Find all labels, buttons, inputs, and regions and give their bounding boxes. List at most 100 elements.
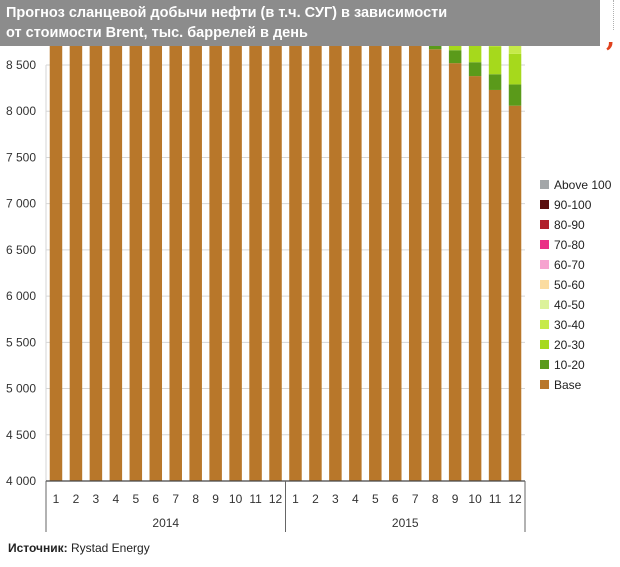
y-tick-label: 4 500 <box>6 428 36 442</box>
x-tick-label: 11 <box>249 492 262 506</box>
y-tick-label: 6 500 <box>6 243 36 257</box>
bar-stack <box>289 46 302 482</box>
x-tick-label: 8 <box>192 492 199 506</box>
chart-title-line-2: от стоимости Brent, тыс. баррелей в день <box>6 25 308 41</box>
bar-stack <box>408 46 422 481</box>
bar-stack <box>89 46 103 481</box>
y-tick-label: 7 500 <box>6 150 36 164</box>
bar-stack <box>49 46 63 481</box>
bar-segment <box>329 46 342 481</box>
legend-swatch <box>540 260 549 269</box>
y-axis: 4 000 4 500 5 000 5 500 6 000 6 500 7 000 7 500… <box>6 58 36 488</box>
bar-segment <box>369 46 382 482</box>
legend-swatch <box>540 360 549 369</box>
bar-segment <box>189 46 202 481</box>
legend-item: 70-80 <box>540 238 585 252</box>
year-label: 2015 <box>392 516 419 530</box>
x-tick-label: 12 <box>269 492 283 506</box>
bar-segment <box>488 46 502 47</box>
bar-stack <box>468 46 482 482</box>
legend-swatch <box>540 300 549 309</box>
x-tick-label: 10 <box>229 492 243 506</box>
legend-swatch <box>540 380 549 389</box>
y-tick-label: 5 000 <box>6 382 36 396</box>
legend-item: 50-60 <box>540 278 585 292</box>
bar-segment <box>209 46 222 482</box>
legend-swatch <box>540 180 549 189</box>
x-tick-label: 6 <box>152 492 159 506</box>
bar-stack <box>369 46 382 482</box>
legend-label: 70-80 <box>554 238 585 252</box>
bar-segment <box>89 46 103 481</box>
bar-segment <box>468 62 482 77</box>
legend-label: Above 100 <box>554 178 612 192</box>
bar-segment <box>508 46 522 54</box>
bar-segment <box>69 46 83 482</box>
chart-title-line-1: Прогноз сланцевой добычи нефти (в т.ч. С… <box>6 5 448 21</box>
bar-stack <box>149 46 163 481</box>
bar-stack <box>129 46 143 482</box>
y-tick-label: 5 500 <box>6 335 36 349</box>
bar-segment <box>169 46 182 481</box>
x-tick-label: 12 <box>508 492 522 506</box>
legend-label: 40-50 <box>554 298 585 312</box>
bar-segment <box>468 76 482 482</box>
bar-segment <box>49 46 63 481</box>
y-tick-label: 4 000 <box>6 474 36 488</box>
x-tick-label: 6 <box>392 492 399 506</box>
x-tick-label: 4 <box>352 492 359 506</box>
bar-stack <box>209 46 222 482</box>
legend-label: 80-90 <box>554 218 585 232</box>
legend-item: Above 100 <box>540 178 612 192</box>
bar-stack <box>269 46 282 481</box>
bar-segment <box>269 46 282 481</box>
x-tick-label: 9 <box>212 492 219 506</box>
legend-swatch <box>540 220 549 229</box>
bar-segment <box>508 53 522 85</box>
legend-label: 60-70 <box>554 258 585 272</box>
y-tick-label: 8 000 <box>6 104 36 118</box>
bar-stack <box>69 46 83 482</box>
legend-swatch <box>540 280 549 289</box>
bar-stack <box>229 46 242 482</box>
bar-segment <box>448 46 462 51</box>
legend-item: 40-50 <box>540 298 585 312</box>
legend-item: 60-70 <box>540 258 585 272</box>
legend-label: 90-100 <box>554 198 592 212</box>
source-note: Источник: Rystad Energy <box>8 541 150 555</box>
x-tick-label: 5 <box>132 492 139 506</box>
bar-segment <box>508 105 522 482</box>
legend-swatch <box>540 320 549 329</box>
bar-segment <box>229 46 242 482</box>
bar-segment <box>488 89 502 482</box>
x-tick-label: 3 <box>93 492 100 506</box>
source-label: Источник: <box>8 541 68 555</box>
bar-segment <box>428 46 442 50</box>
chart-bars <box>49 46 522 482</box>
x-tick-label: 1 <box>53 492 60 506</box>
bar-stack <box>508 46 522 482</box>
bar-segment <box>448 50 462 64</box>
bar-segment <box>349 46 362 482</box>
y-tick-label: 7 000 <box>6 197 36 211</box>
x-tick-label: 8 <box>432 492 439 506</box>
legend-item: Base <box>540 378 582 392</box>
bar-segment <box>149 46 163 481</box>
bar-segment <box>488 46 502 75</box>
bar-segment <box>408 46 422 481</box>
legend-label: 20-30 <box>554 338 585 352</box>
x-tick-label: 2 <box>73 492 80 506</box>
legend-item: 10-20 <box>540 358 585 372</box>
legend-label: 10-20 <box>554 358 585 372</box>
chart-title-bar: Прогноз сланцевой добычи нефти (в т.ч. С… <box>0 0 600 46</box>
legend-item: 90-100 <box>540 198 592 212</box>
x-tick-label: 7 <box>412 492 419 506</box>
x-tick-label: 1 <box>292 492 299 506</box>
x-tick-label: 11 <box>489 492 502 506</box>
bar-stack <box>189 46 202 481</box>
bar-stack <box>428 46 442 481</box>
bar-segment <box>109 46 123 482</box>
legend-item: 80-90 <box>540 218 585 232</box>
x-tick-label: 10 <box>468 492 482 506</box>
